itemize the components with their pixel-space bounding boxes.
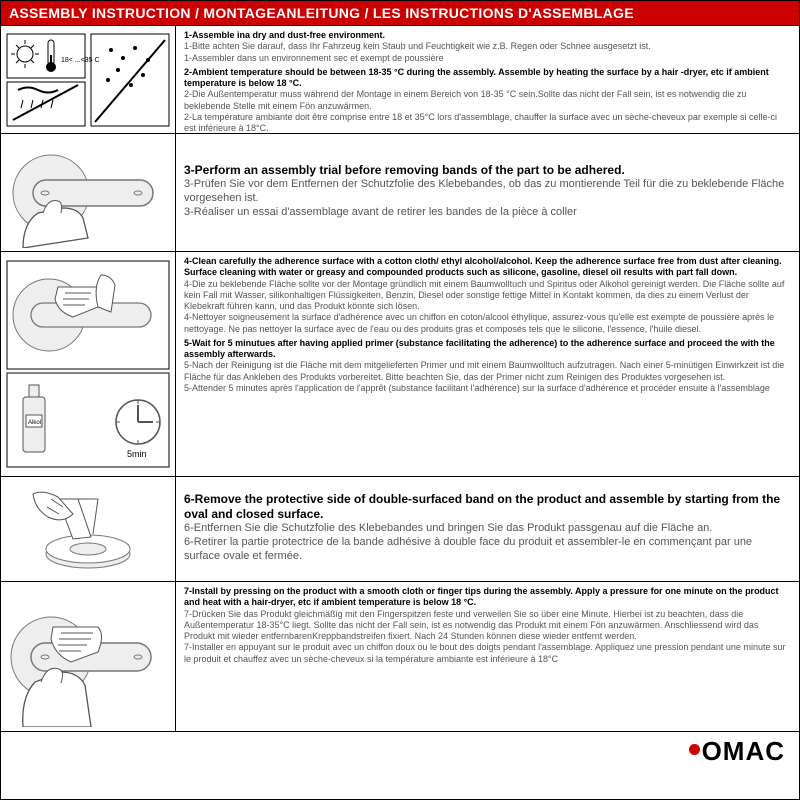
- step-7-de: 7-Drücken Sie das Produkt gleichmäßig mi…: [184, 609, 791, 643]
- row-5: 7-Install by pressing on the product wit…: [1, 582, 799, 732]
- step-4-de: 4-Die zu beklebende Fläche sollte vor de…: [184, 279, 791, 313]
- env-weather-icon: 18< ...<35 C: [3, 30, 173, 130]
- step-5-fr: 5-Attender 5 minutes après l'application…: [184, 383, 791, 394]
- row-3-illustration: Alkol 5min: [1, 252, 176, 476]
- row-5-text: 7-Install by pressing on the product wit…: [176, 582, 799, 731]
- step-3: 3-Perform an assembly trial before remov…: [184, 163, 791, 219]
- step-7: 7-Install by pressing on the product wit…: [184, 586, 791, 665]
- press-install-icon: [3, 587, 173, 727]
- step-7-fr: 7-Installer en appuyant sur le produit a…: [184, 642, 791, 665]
- header-bar: ASSEMBLY INSTRUCTION / MONTAGEANLEITUNG …: [1, 1, 799, 26]
- step-5-de: 5-Nach der Reinigung ist die Fläche mit …: [184, 360, 791, 383]
- row-4-illustration: [1, 477, 176, 581]
- peel-tape-icon: [3, 479, 173, 579]
- row-3: Alkol 5min 4-Clean carefully the adheren…: [1, 252, 799, 477]
- step-2-en: 2-Ambient temperature should be between …: [184, 67, 791, 90]
- step-2-de: 2-Die Außentemperatur muss während der M…: [184, 89, 791, 112]
- step-3-de: 3-Prüfen Sie vor dem Entfernen der Schut…: [184, 178, 791, 206]
- row-1: 18< ...<35 C 1-Assemble ina dry and dust…: [1, 26, 799, 134]
- row-4-text: 6-Remove the protective side of double-s…: [176, 477, 799, 581]
- bottle-label: Alkol: [28, 420, 41, 426]
- step-6-de: 6-Entfernen Sie die Schutzfolie des Kleb…: [184, 522, 791, 536]
- step-3-fr: 3-Réaliser un essai d'assemblage avant d…: [184, 206, 791, 220]
- step-5: 5-Wait for 5 minutues after having appli…: [184, 338, 791, 394]
- row-4: 6-Remove the protective side of double-s…: [1, 477, 799, 582]
- timer-label: 5min: [127, 449, 147, 459]
- row-1-illustration: 18< ...<35 C: [1, 26, 176, 133]
- step-2-fr: 2-La température ambiante doit être comp…: [184, 112, 791, 135]
- row-5-illustration: [1, 582, 176, 731]
- step-4-en: 4-Clean carefully the adherence surface …: [184, 256, 791, 279]
- step-6-fr: 6-Retirer la partie protectrice de la ba…: [184, 536, 791, 564]
- brand-text: OMAC: [702, 736, 785, 767]
- step-2: 2-Ambient temperature should be between …: [184, 67, 791, 135]
- temp-label: 18< ...<35 C: [61, 57, 100, 64]
- step-5-en: 5-Wait for 5 minutues after having appli…: [184, 338, 791, 361]
- brand-dot-icon: [689, 744, 700, 755]
- handle-trial-icon: [3, 138, 173, 248]
- rows-container: 18< ...<35 C 1-Assemble ina dry and dust…: [1, 26, 799, 799]
- row-1-text: 1-Assemble ina dry and dust-free environ…: [176, 26, 799, 133]
- step-3-en: 3-Perform an assembly trial before remov…: [184, 163, 791, 178]
- step-6: 6-Remove the protective side of double-s…: [184, 492, 791, 563]
- instruction-sheet: ASSEMBLY INSTRUCTION / MONTAGEANLEITUNG …: [0, 0, 800, 800]
- step-6-en: 6-Remove the protective side of double-s…: [184, 492, 791, 522]
- footer: OMAC: [1, 732, 799, 773]
- clean-primer-icon: Alkol 5min: [3, 257, 173, 472]
- step-7-en: 7-Install by pressing on the product wit…: [184, 586, 791, 609]
- row-2-illustration: [1, 134, 176, 251]
- row-2: 3-Perform an assembly trial before remov…: [1, 134, 799, 252]
- step-1: 1-Assemble ina dry and dust-free environ…: [184, 30, 791, 64]
- row-2-text: 3-Perform an assembly trial before remov…: [176, 134, 799, 251]
- header-title: ASSEMBLY INSTRUCTION / MONTAGEANLEITUNG …: [9, 5, 791, 21]
- step-4: 4-Clean carefully the adherence surface …: [184, 256, 791, 335]
- step-1-fr: 1-Assembler dans un environnement sec et…: [184, 53, 791, 64]
- step-1-en: 1-Assemble ina dry and dust-free environ…: [184, 30, 791, 41]
- step-1-de: 1-Bitte achten Sie darauf, dass Ihr Fahr…: [184, 41, 791, 52]
- row-3-text: 4-Clean carefully the adherence surface …: [176, 252, 799, 476]
- step-4-fr: 4-Nettoyer soigneusement la surface d'ad…: [184, 312, 791, 335]
